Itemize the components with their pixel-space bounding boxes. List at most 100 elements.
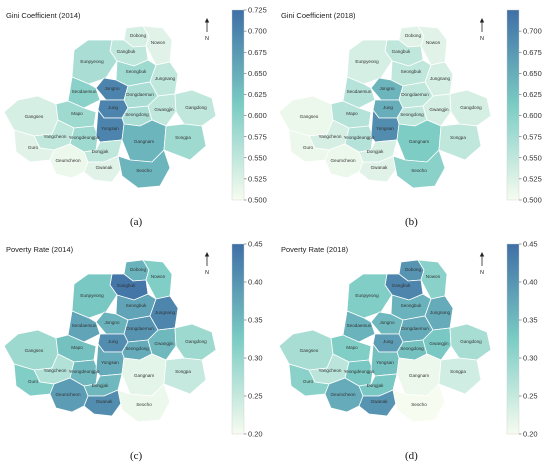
district-label-eunpyeong: Eunpyeong [80, 59, 104, 64]
colorbar-tick-label: 0.25 [523, 392, 538, 401]
north-label: N [205, 36, 209, 42]
district-label-yeongdeungpo: Yeongdeungpo [69, 369, 100, 374]
map-figure-c: Poverty Rate (2014) Dobong Nowon Gangbuk Eun… [3, 240, 263, 439]
seoul-map: Dobong Nowon Gangbuk Eunpyeong Seongbuk Jungn… [3, 25, 217, 189]
district-label-jongno: Jongno [104, 320, 120, 325]
district-label-dongdaemun: Dongdaemun [126, 92, 154, 97]
district-label-gwangjin: Gwangjin [154, 341, 174, 346]
district-label-gangnam: Gangnam [134, 139, 154, 144]
district-label-yangcheon: Yangcheon [44, 134, 67, 139]
colorbar-tick-label: 0.575 [523, 132, 542, 141]
colorbar-tick-label: 0.25 [248, 392, 263, 401]
colorbar-tick-label: 0.45 [248, 240, 263, 249]
district-label-seongbuk: Seongbuk [126, 303, 147, 308]
panel-a: Gini Coefficient (2014) Dobong Nowon Gangbu… [0, 0, 275, 234]
district-label-gwanak: Gwanak [96, 165, 114, 170]
district-label-gangbuk: Gangbuk [117, 283, 136, 288]
district-label-gwanak: Gwanak [371, 165, 389, 170]
district-label-jungnang: Jungnang [155, 310, 176, 315]
district-label-songpa: Songpa [175, 369, 191, 374]
map-figure-b: Gini Coefficient (2018) Dobong Nowon Gangbu… [278, 9, 542, 205]
district-label-gangdong: Gangdong [460, 339, 482, 344]
colorbar [506, 243, 520, 435]
district-label-seocho: Seocho [411, 402, 427, 407]
district-label-mapo: Mapo [71, 111, 83, 116]
district-label-geumcheon: Geumcheon [55, 392, 80, 397]
colorbar-tick-label: 0.550 [248, 153, 267, 162]
district-label-jongno: Jongno [104, 86, 120, 91]
district-label-nowon: Nowon [426, 40, 441, 45]
district-label-jungnang: Jungnang [155, 76, 176, 81]
colorbar-tick-label: 0.600 [523, 111, 542, 120]
district-label-dongdaemun: Dongdaemun [401, 92, 429, 97]
colorbar-tick-label: 0.40 [523, 278, 538, 287]
north-label: N [480, 36, 484, 42]
colorbar-tick-label: 0.30 [523, 354, 538, 363]
district-label-seongdong: Seongdong [400, 346, 424, 351]
colorbar-tick-label: 0.650 [248, 69, 267, 78]
panel-d: Poverty Rate (2018) Dobong Nowon Gangbuk Eun… [275, 234, 550, 468]
district-label-seongbuk: Seongbuk [401, 69, 422, 74]
district-geumcheon [324, 143, 364, 179]
north-arrow-icon [204, 252, 210, 266]
panel-title: Gini Coefficient (2018) [281, 11, 356, 20]
north-arrow-icon [204, 18, 210, 32]
district-songpa [438, 357, 482, 395]
district-label-yongsan: Yongsan [101, 126, 119, 131]
seoul-map: Dobong Nowon Gangbuk Eunpyeong Seongbuk Jungn… [278, 259, 492, 423]
district-gwanak [358, 155, 398, 183]
district-gangdong [449, 89, 492, 127]
district-gangdong [174, 323, 217, 361]
district-geumcheon [49, 377, 89, 413]
district-gwanak [83, 155, 123, 183]
district-label-guro: Guro [28, 379, 39, 384]
colorbar-tick-label: 0.500 [523, 196, 542, 205]
colorbar-tick-label: 0.550 [523, 153, 542, 162]
colorbar-tick-label: 0.725 [248, 6, 267, 15]
colorbar-tick-label: 0.500 [248, 196, 267, 205]
district-label-seodaemun: Seodaemun [347, 323, 372, 328]
district-label-gangseo: Gangseo [25, 114, 44, 119]
district-label-gangdong: Gangdong [185, 339, 207, 344]
district-seocho [392, 149, 446, 189]
district-label-gangseo: Gangseo [300, 114, 319, 119]
colorbar [231, 243, 245, 435]
district-label-nowon: Nowon [426, 274, 441, 279]
panel-b: Gini Coefficient (2018) Dobong Nowon Gangbu… [275, 0, 550, 234]
district-gwanak [358, 389, 398, 417]
district-label-dongjak: Dongjak [367, 383, 385, 388]
caption-b: (b) [405, 216, 418, 228]
district-label-songpa: Songpa [450, 135, 466, 140]
district-seocho [392, 383, 446, 423]
district-label-jung: Jung [108, 339, 118, 344]
district-label-gangbuk: Gangbuk [392, 283, 411, 288]
district-label-yongsan: Yongsan [376, 360, 394, 365]
colorbar-tick-label: 0.40 [248, 278, 263, 287]
district-label-dongdaemun: Dongdaemun [126, 326, 154, 331]
district-label-jongno: Jongno [379, 320, 395, 325]
district-label-eunpyeong: Eunpyeong [355, 293, 379, 298]
north-arrow-icon [479, 18, 485, 32]
colorbar-tick-label: 0.525 [523, 174, 542, 183]
district-label-yongsan: Yongsan [376, 126, 394, 131]
district-label-dongjak: Dongjak [367, 149, 385, 154]
colorbar-tick-label: 0.700 [523, 27, 542, 36]
caption-c: (c) [130, 450, 143, 462]
district-label-geumcheon: Geumcheon [55, 158, 80, 163]
district-label-eunpyeong: Eunpyeong [80, 293, 104, 298]
district-gangdong [449, 323, 492, 361]
district-label-guro: Guro [303, 145, 314, 150]
district-label-songpa: Songpa [450, 369, 466, 374]
district-label-dongjak: Dongjak [92, 383, 110, 388]
map-figure-d: Poverty Rate (2018) Dobong Nowon Gangbuk Eun… [278, 240, 538, 439]
district-label-yangcheon: Yangcheon [319, 134, 342, 139]
district-label-seongdong: Seongdong [400, 112, 424, 117]
panel-title: Gini Coefficient (2014) [6, 11, 81, 20]
district-label-mapo: Mapo [71, 345, 83, 350]
district-gangdong [174, 89, 217, 127]
district-label-gwanak: Gwanak [96, 399, 114, 404]
district-seocho [117, 149, 171, 189]
district-label-nowon: Nowon [151, 274, 166, 279]
colorbar-tick-label: 0.575 [248, 132, 267, 141]
district-label-dobong: Dobong [130, 33, 147, 38]
